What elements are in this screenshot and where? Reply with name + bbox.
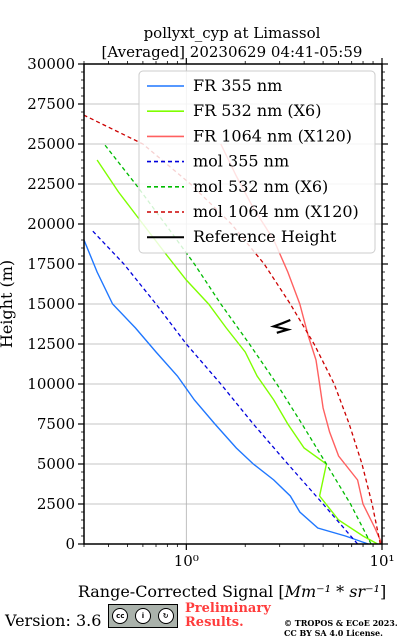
legend-label-5: mol 1064 nm (X120) xyxy=(193,202,359,221)
series-line-3 xyxy=(91,229,359,545)
y-tick-label: 17500 xyxy=(27,255,75,273)
cc-license-badge[interactable]: cc i ↻ xyxy=(108,604,178,628)
y-tick-label: 22500 xyxy=(27,175,75,193)
y-tick-label: 2500 xyxy=(37,495,75,513)
legend-label-6: Reference Height xyxy=(193,227,337,246)
copyright-line1: © TROPOS & ECoE 2023. xyxy=(284,618,398,628)
x-tick-label: 10¹ xyxy=(369,552,394,570)
chart-title-line2: [Averaged] 20230629 04:41-05:59 xyxy=(102,43,363,61)
legend: FR 355 nm FR 532 nm (X6) FR 1064 nm (X120)… xyxy=(138,70,376,254)
legend-label-4: mol 532 nm (X6) xyxy=(193,177,328,196)
cc-icon: cc xyxy=(112,608,129,624)
y-tick-label: 25000 xyxy=(27,135,75,153)
y-tick-label: 0 xyxy=(65,535,75,553)
copyright-line2: CC BY SA 4.0 License. xyxy=(284,628,383,638)
x-tick-label: 10⁰ xyxy=(174,552,199,570)
preliminary-line2: Results. xyxy=(185,615,244,630)
chart-title-line1: pollyxt_cyp at Limassol xyxy=(144,24,321,42)
y-tick-label: 30000 xyxy=(27,55,75,73)
y-tick-label: 10000 xyxy=(27,375,75,393)
y-tick-label: 20000 xyxy=(27,215,75,233)
x-axis: 10⁰ 10¹ xyxy=(83,58,395,570)
series-line-4 xyxy=(103,143,372,545)
series-line-5 xyxy=(83,114,381,545)
legend-label-1: FR 532 nm (X6) xyxy=(193,101,321,120)
series-line-0 xyxy=(83,239,369,545)
preliminary-line1: Preliminary xyxy=(185,601,271,616)
y-axis-label: Height (m) xyxy=(0,260,16,348)
y-tick-label: 15000 xyxy=(27,295,75,313)
y-axis: 0 2500 5000 7500 10000 12500 15000 17500 20000 22… xyxy=(27,55,388,553)
preliminary-notice: Preliminary Results. xyxy=(185,602,271,630)
series-line-6 xyxy=(269,318,293,334)
y-tick-label: 7500 xyxy=(37,415,75,433)
legend-label-3: mol 355 nm xyxy=(193,152,289,171)
legend-label-0: FR 355 nm xyxy=(193,76,282,95)
legend-label-2: FR 1064 nm (X120) xyxy=(193,126,352,145)
copyright-notice: © TROPOS & ECoE 2023. CC BY SA 4.0 Licen… xyxy=(284,618,398,638)
legend-box xyxy=(138,70,376,254)
x-axis-label: Range-Corrected Signal [Mm⁻¹ * sr⁻¹] xyxy=(78,582,386,601)
y-tick-label: 27500 xyxy=(27,95,75,113)
version-label: Version: 3.6 xyxy=(5,611,102,630)
y-tick-label: 5000 xyxy=(37,455,75,473)
y-tick-label: 12500 xyxy=(27,335,75,353)
sa-icon: ↻ xyxy=(157,608,174,624)
by-icon: i xyxy=(134,608,151,624)
